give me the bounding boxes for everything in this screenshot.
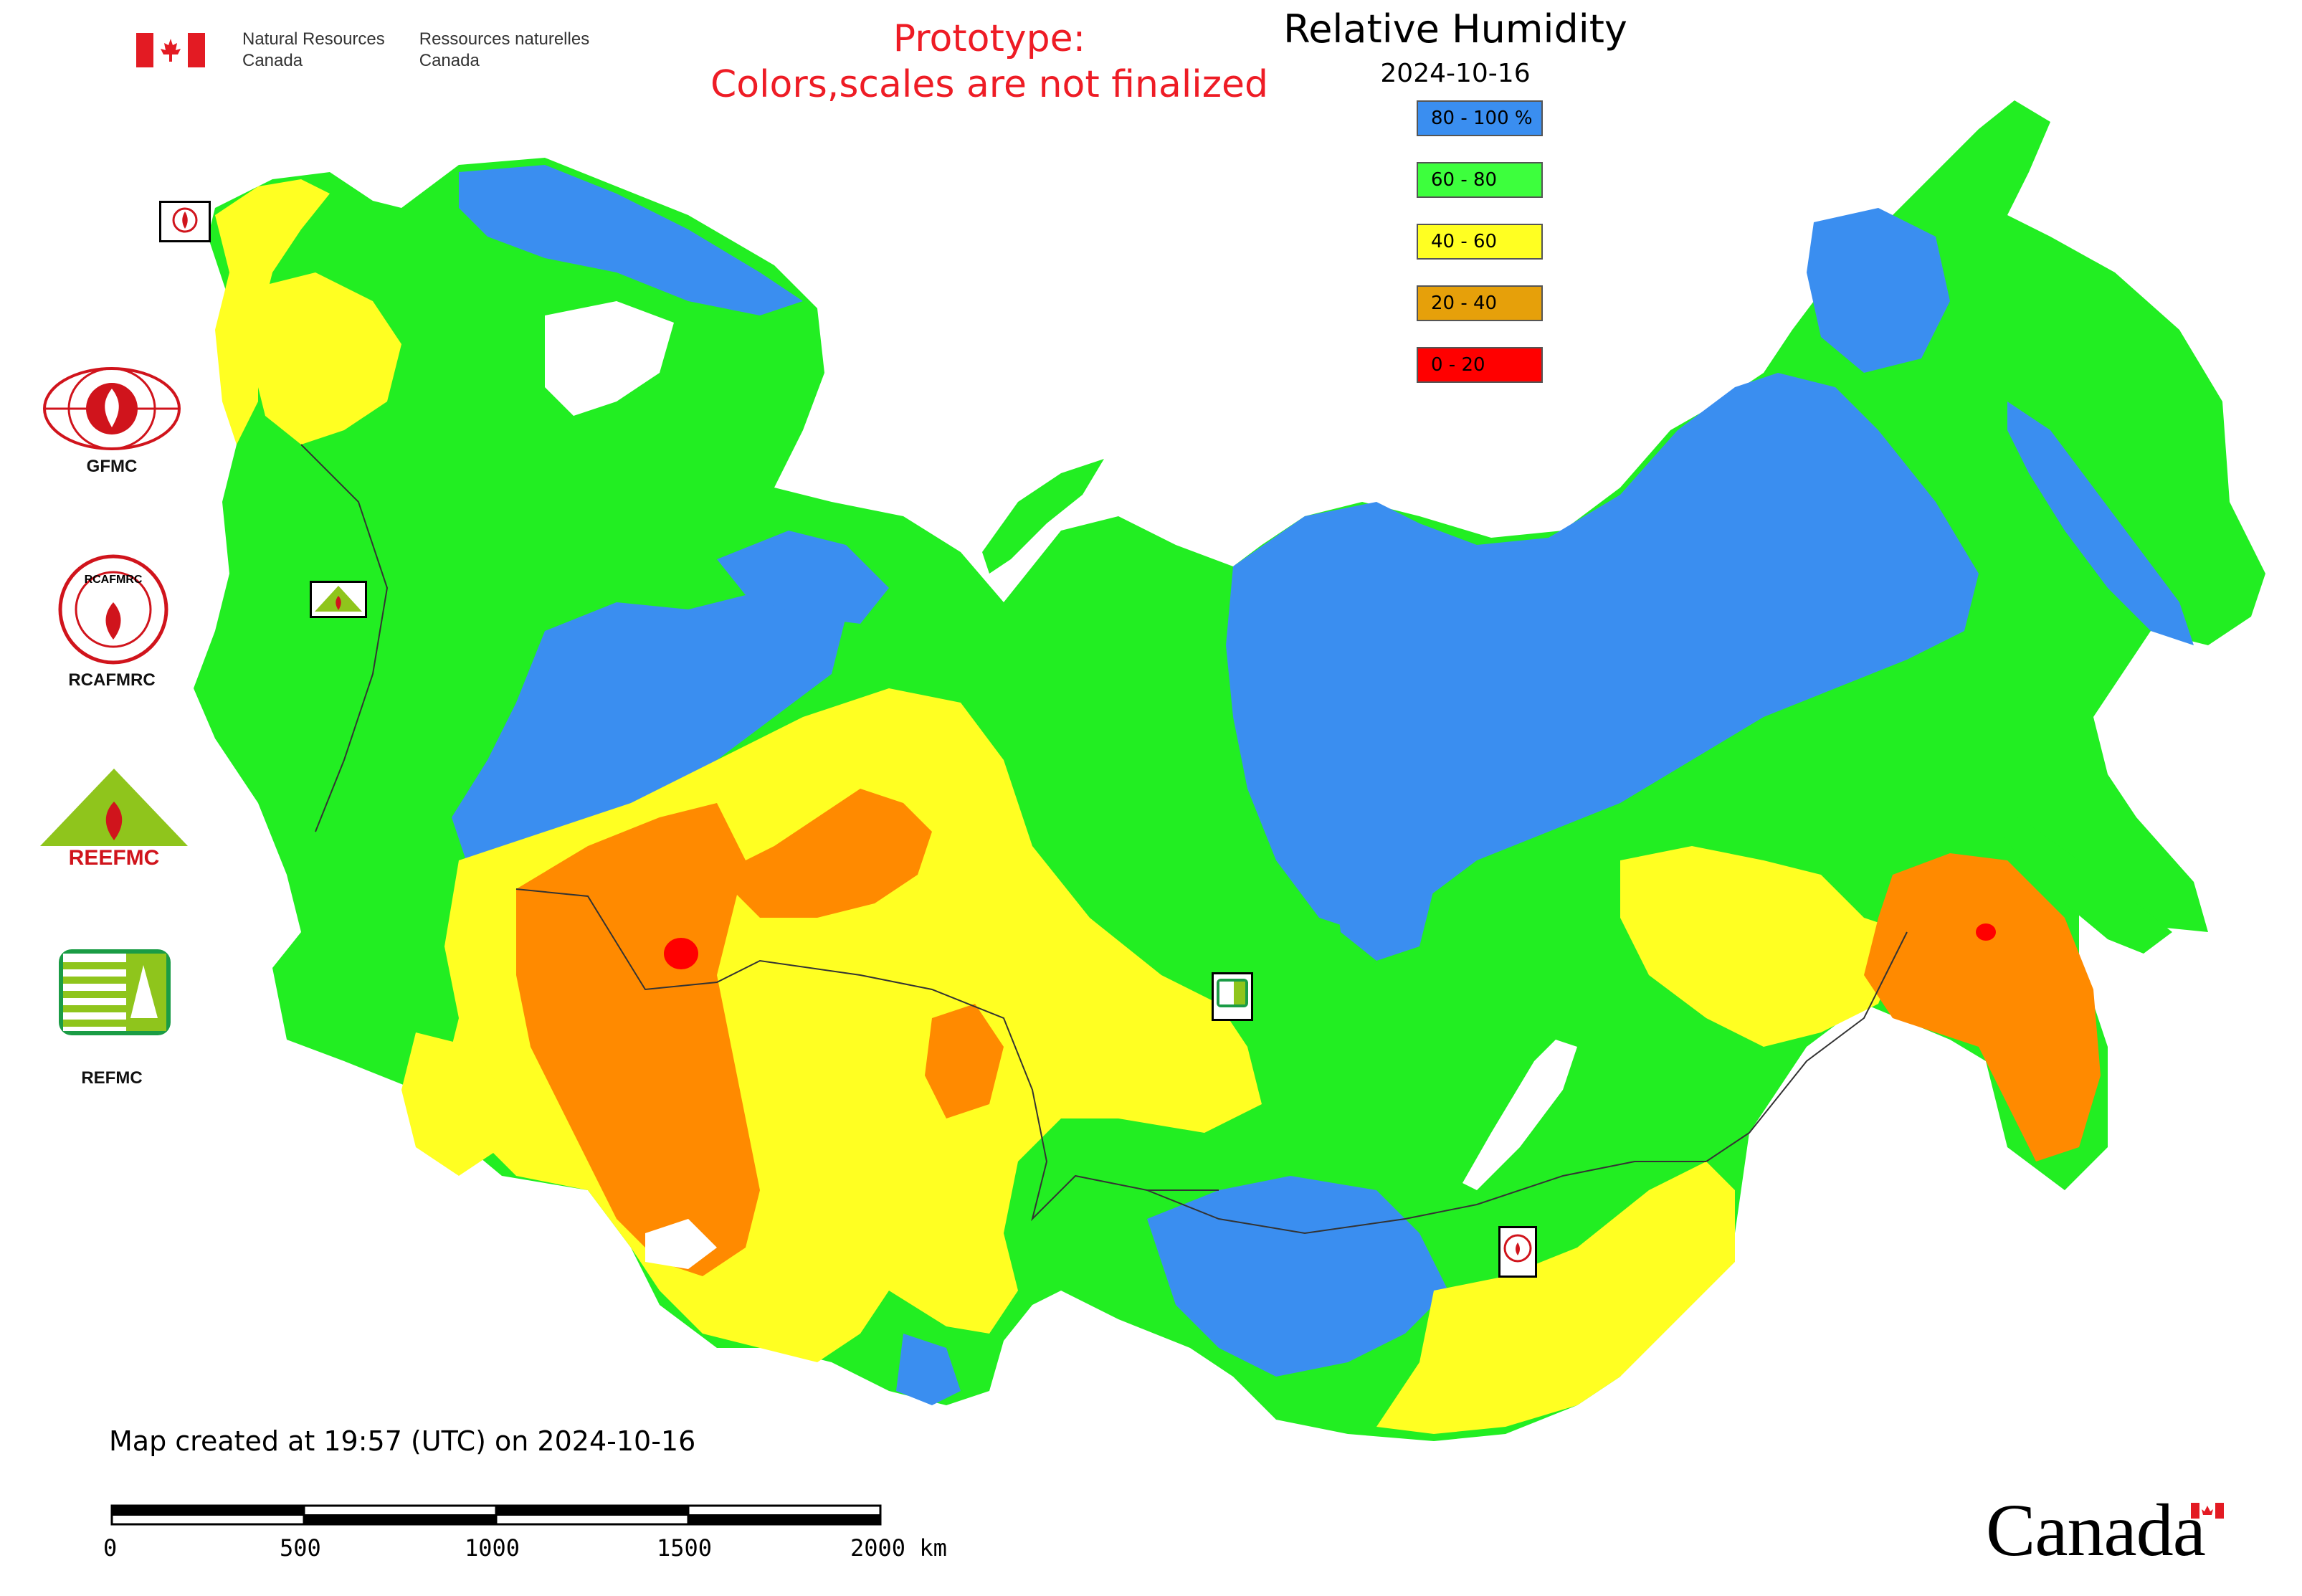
norway-sweden (215, 179, 330, 445)
scale-bar (110, 1504, 882, 1526)
reefmc-logo-icon (37, 766, 191, 870)
prototype-notice: Prototype: Colors,scales are not finaliz… (667, 16, 1312, 108)
scale-tick-2000: 2000 km (850, 1534, 947, 1562)
zone-blue-west-siberia (452, 588, 846, 860)
reefmc-map-marker-icon (310, 581, 367, 618)
rcafmrc-map-marker-icon (1498, 1226, 1537, 1278)
refmc-logo-icon (59, 946, 171, 1041)
map-title: Relative Humidity (1283, 6, 1627, 52)
map-date: 2024-10-16 (1380, 59, 1531, 88)
legend-item-40-60: 40 - 60 (1417, 224, 1543, 260)
gov-en-line2: Canada (242, 51, 303, 70)
gfmc-map-marker-icon (159, 201, 211, 242)
prototype-line1: Prototype: (893, 17, 1086, 60)
scale-tick-500: 500 (280, 1534, 321, 1562)
canada-wordmark-flag (2191, 1503, 2224, 1519)
prototype-line2: Colors,scales are not finalized (710, 63, 1269, 106)
zone-yellow-southwest (401, 1032, 502, 1176)
gov-name-fr: Ressources naturelles Canada (419, 29, 589, 72)
lake-baikal (1462, 1040, 1577, 1190)
gov-name-en: Natural Resources Canada (242, 29, 385, 72)
refmc-label: REFMC (81, 1068, 143, 1088)
zone-orange-northkz (717, 789, 932, 918)
gfmc-label: GFMC (86, 457, 138, 476)
rcafmrc-logo-text: RCAFMRC (84, 574, 143, 586)
refmc-map-marker-icon (1212, 972, 1253, 1021)
kamchatka (1993, 803, 2172, 954)
zone-red-far-east (1976, 923, 1996, 941)
water-bodies (545, 301, 1577, 1269)
legend-item-0-20: 0 - 20 (1417, 347, 1543, 383)
scale-seg-2 (304, 1515, 496, 1524)
scale-seg-4 (688, 1515, 880, 1524)
zone-blue-east-siberia (1226, 373, 1979, 932)
zone-blue-kola (459, 165, 803, 315)
border-mongolia (1146, 1161, 1706, 1235)
legend-item-60-80: 60 - 80 (1417, 162, 1543, 198)
ree-logo-text: REEFMC (68, 846, 160, 870)
government-signature: Natural Resources Canada Ressources natu… (136, 29, 624, 72)
zone-blue-north-urals (717, 531, 889, 624)
map-created-timestamp: Map created at 19:57 (UTC) on 2024-10-16 (109, 1425, 696, 1457)
scale-seg-1 (112, 1506, 304, 1515)
zone-orange-amur (1864, 853, 2101, 1162)
zone-blue-kamchatka (2007, 402, 2194, 645)
rcafmrc-logo-icon (57, 552, 169, 670)
rcafmrc-label: RCAFMRC (68, 670, 156, 690)
gfmc-logo-icon (42, 366, 182, 455)
border-kazakhstan (515, 888, 1219, 1222)
zone-blue-sw (896, 1334, 961, 1405)
zone-blue-krasnoyarsk (1333, 832, 1434, 961)
scale-tick-1000: 1000 (465, 1534, 520, 1562)
border-lines (300, 444, 1908, 1235)
zone-yellow-northwest (251, 272, 401, 445)
legend-item-80-100: 80 - 100 % (1417, 100, 1543, 136)
zone-orange-east-kz (925, 1004, 1004, 1118)
canada-flag-icon (136, 33, 205, 67)
zone-yellow-far-east (1620, 846, 1907, 1047)
zone-orange-kazakhstan (516, 803, 760, 1276)
humidity-zones (251, 165, 2194, 1434)
scale-seg-3 (496, 1506, 688, 1515)
gov-fr-line2: Canada (419, 51, 480, 70)
scale-tick-1500: 1500 (657, 1534, 713, 1562)
scale-tick-0: 0 (103, 1534, 118, 1562)
balkhash (645, 1219, 717, 1269)
zone-yellow-mongolia (1376, 1162, 1735, 1434)
border-china (1706, 931, 1908, 1162)
white-sea (545, 301, 674, 416)
zone-blue-chukotka (1807, 208, 1950, 373)
gov-en-line1: Natural Resources (242, 29, 385, 49)
border-internal-west (300, 444, 389, 832)
legend-item-20-40: 20 - 40 (1417, 285, 1543, 321)
zone-red-kazakhstan (664, 938, 698, 969)
gov-fr-line1: Ressources naturelles (419, 29, 590, 49)
zone-blue-altai (1147, 1176, 1448, 1377)
novaya-zemlya (982, 459, 1104, 574)
canada-wordmark: Canada (1986, 1489, 2206, 1572)
